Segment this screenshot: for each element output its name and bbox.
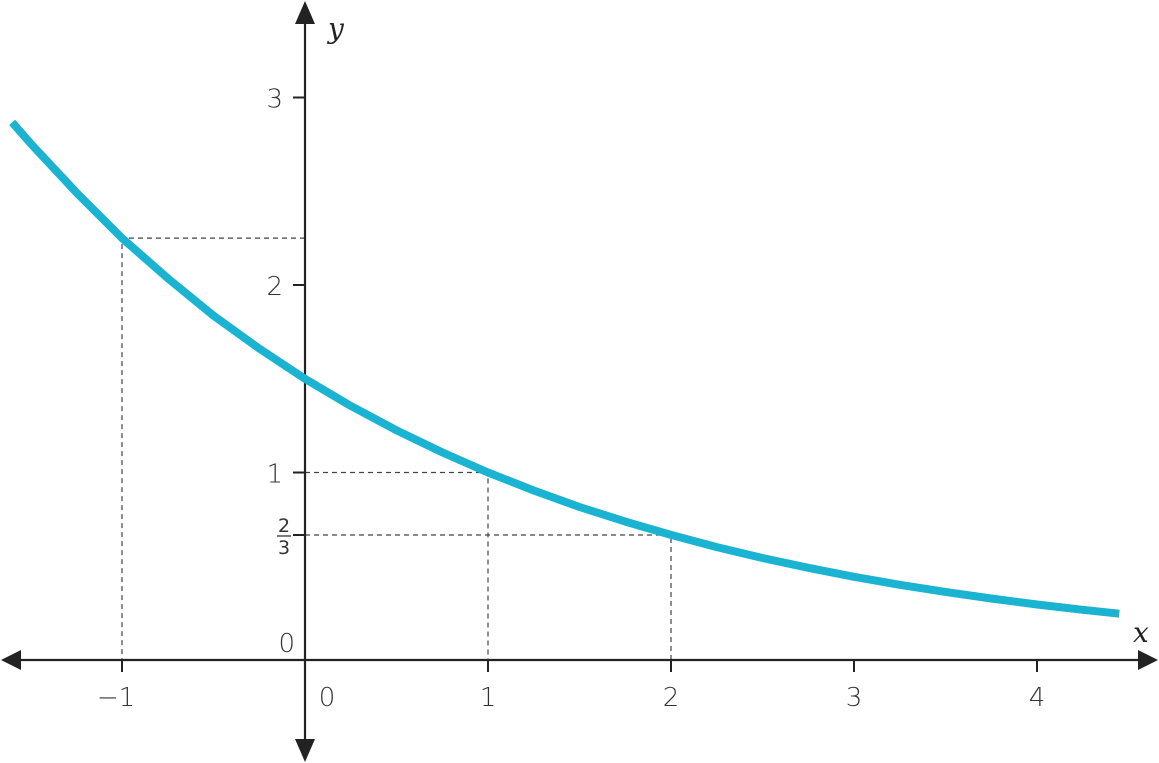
x-tick-label: 2 — [663, 683, 680, 713]
reference-guide-2 — [305, 534, 672, 660]
y-axis-arrow-up — [295, 1, 315, 24]
x-axis-arrow-left — [1, 650, 21, 670]
y-tick-label: 0 — [278, 629, 295, 659]
y-tick-label: 1 — [266, 460, 283, 490]
y-tick-label: 2 — [266, 272, 283, 302]
y-axis-arrow-down — [295, 739, 315, 762]
x-tick-label: 4 — [1029, 683, 1046, 713]
y-tick-fraction-numerator: 2 — [278, 515, 290, 537]
x-axis-arrow-right — [1138, 650, 1158, 670]
reference-guide-1 — [305, 471, 489, 660]
y-axis-label: y — [326, 12, 345, 45]
x-axis-label: x — [1133, 616, 1149, 649]
x-tick-label: −1 — [97, 683, 135, 713]
y-tick-fraction-denominator: 3 — [278, 537, 290, 559]
y-tick-label: 3 — [266, 85, 283, 115]
x-tick-label: 1 — [480, 683, 497, 713]
reference-guides — [121, 237, 672, 660]
curve-layer — [9, 119, 1120, 618]
x-tick-label: 3 — [846, 683, 863, 713]
series-line-0 — [9, 119, 1120, 618]
x-tick-label: 0 — [319, 683, 336, 713]
labels: x y — [326, 12, 1149, 649]
